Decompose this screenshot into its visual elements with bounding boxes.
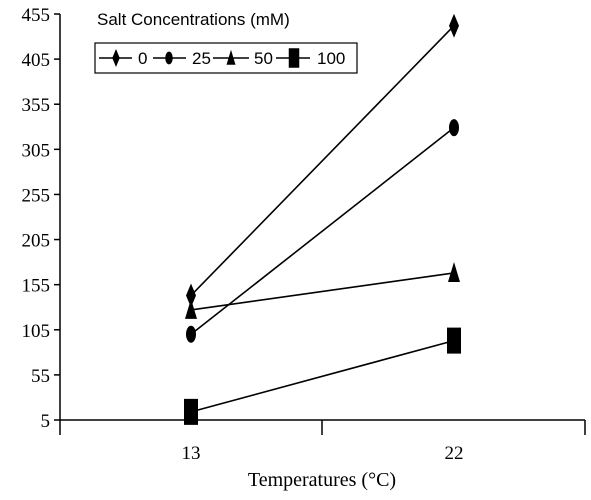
y-tick-label: 155 xyxy=(22,276,51,297)
legend-box xyxy=(94,42,358,74)
y-tick-label: 55 xyxy=(31,366,50,387)
y-tick-label: 255 xyxy=(22,185,51,206)
data-point-50 xyxy=(185,298,197,319)
data-point-100 xyxy=(447,327,461,354)
x-tick-label: 22 xyxy=(445,443,464,464)
y-tick-label: 105 xyxy=(22,321,51,342)
legend-label-100: 100 xyxy=(317,49,345,68)
y-tick-label: 405 xyxy=(22,50,51,71)
legend-label-0: 0 xyxy=(138,49,147,68)
y-tick-label: 355 xyxy=(22,95,51,116)
y-tick-label: 205 xyxy=(22,231,51,252)
series-markers xyxy=(184,13,461,425)
data-point-25 xyxy=(186,325,196,343)
x-axis-title: Temperatures (°C) xyxy=(248,469,396,491)
x-ticks: 13 22 xyxy=(59,420,586,464)
series-lines xyxy=(190,25,455,413)
legend-marker-50 xyxy=(226,49,236,65)
data-point-100 xyxy=(184,398,198,425)
legend-title: Salt Concentrations (mM) xyxy=(97,10,290,29)
series-line-50 xyxy=(190,272,455,311)
y-tick-label: 455 xyxy=(22,5,51,26)
legend-marker-0 xyxy=(112,49,120,67)
y-tick-label: 305 xyxy=(22,140,51,161)
legend-label-50: 50 xyxy=(254,49,273,68)
legend-marker-100 xyxy=(288,48,300,68)
series-line-100 xyxy=(190,339,455,413)
data-point-25 xyxy=(449,119,459,137)
axes xyxy=(59,14,585,421)
legend-items: 0 25 50 100 xyxy=(99,48,345,68)
data-point-50 xyxy=(448,261,460,282)
x-tick-label: 13 xyxy=(182,443,201,464)
legend-marker-25 xyxy=(165,51,173,65)
series-line-25 xyxy=(190,127,455,335)
data-point-0 xyxy=(186,283,196,308)
y-tick-label: 5 xyxy=(41,411,51,432)
data-point-0 xyxy=(449,13,459,38)
series-line-0 xyxy=(190,25,455,297)
legend-label-25: 25 xyxy=(192,49,211,68)
legend: Salt Concentrations (mM) 0 25 50 100 xyxy=(94,10,358,74)
